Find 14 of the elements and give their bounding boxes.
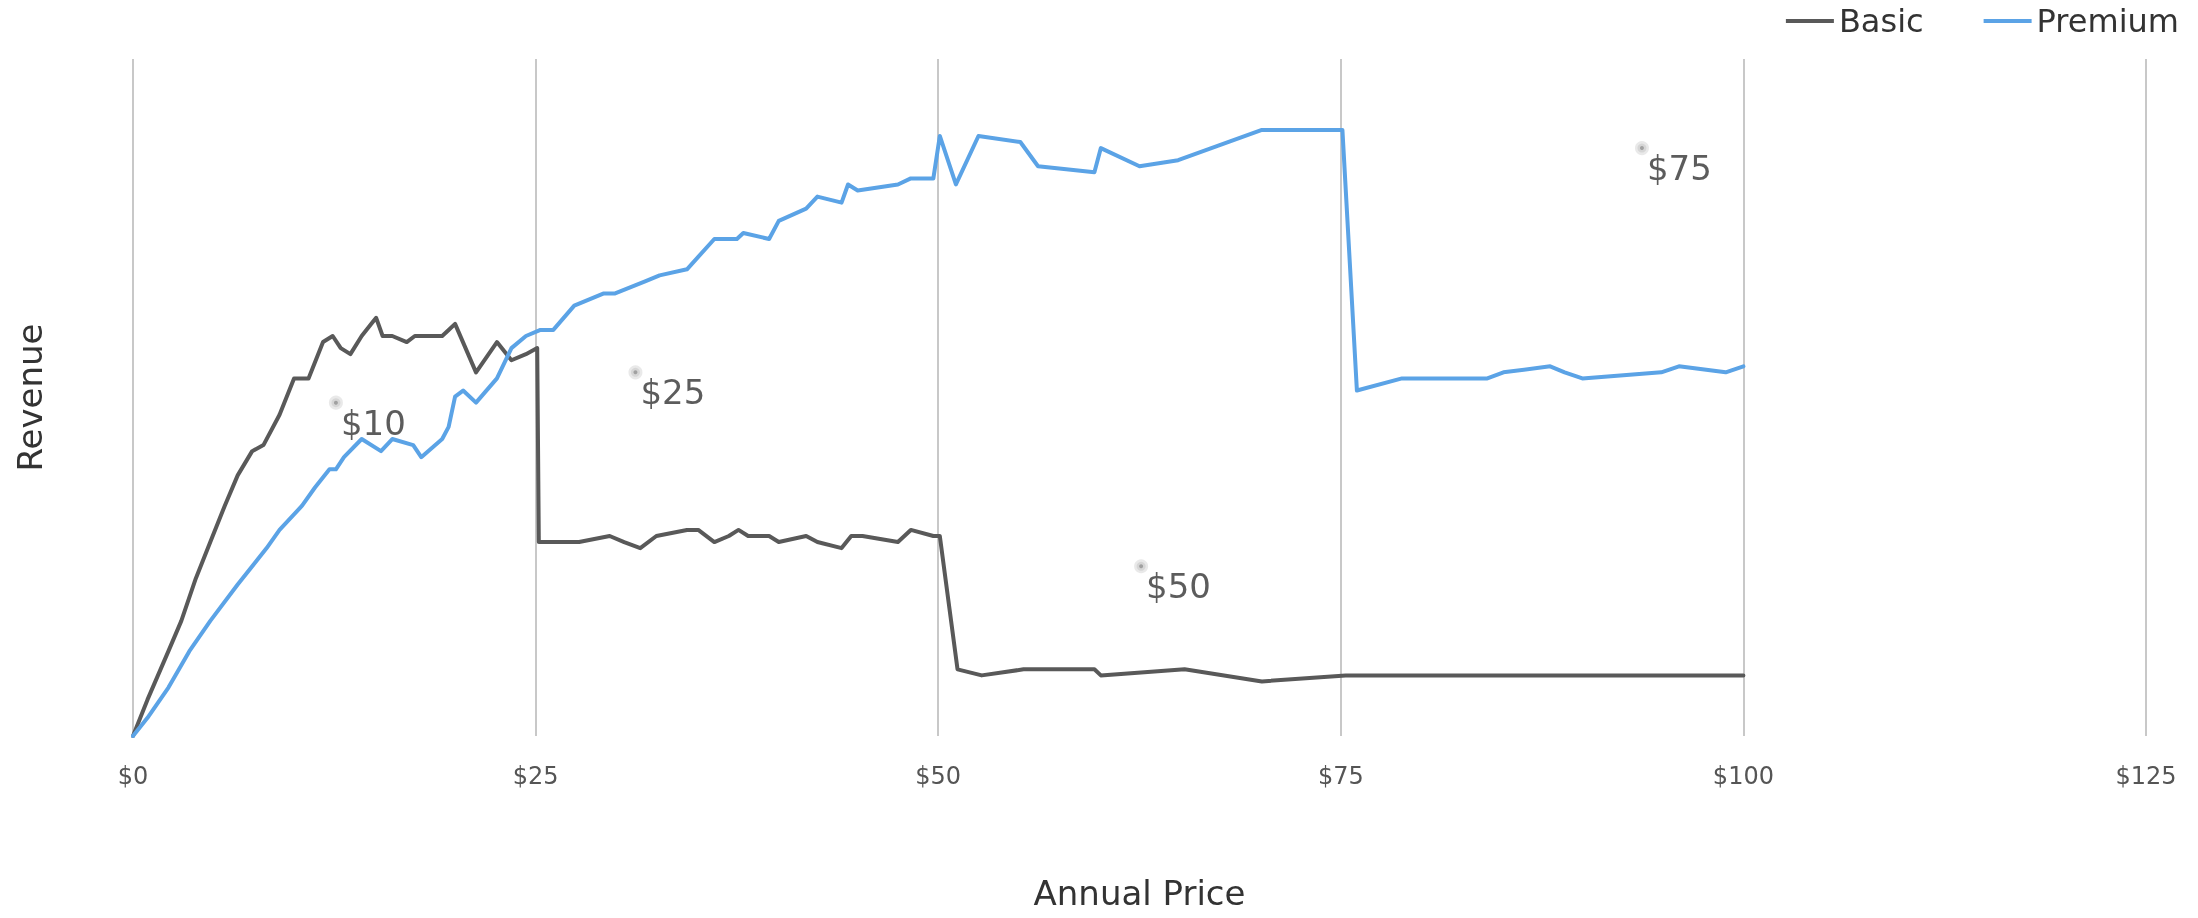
legend-label: Basic [1838, 2, 1924, 40]
x-tick-label: $25 [512, 762, 559, 790]
y-axis-title: Revenue [10, 323, 50, 472]
x-tick-label: $75 [1317, 762, 1364, 790]
x-tick-label: $0 [117, 762, 149, 790]
x-tick-label: $100 [1712, 762, 1774, 790]
x-tick-label: $125 [2115, 762, 2177, 790]
annotation: $75 [1646, 148, 1712, 189]
x-tick-label: $50 [915, 762, 962, 790]
x-axis-title: Annual Price [1033, 873, 1246, 913]
annotation: $25 [640, 372, 706, 413]
legend-label: Premium [2036, 2, 2179, 40]
annotation: $50 [1146, 566, 1212, 607]
annotation: $10 [340, 402, 406, 443]
